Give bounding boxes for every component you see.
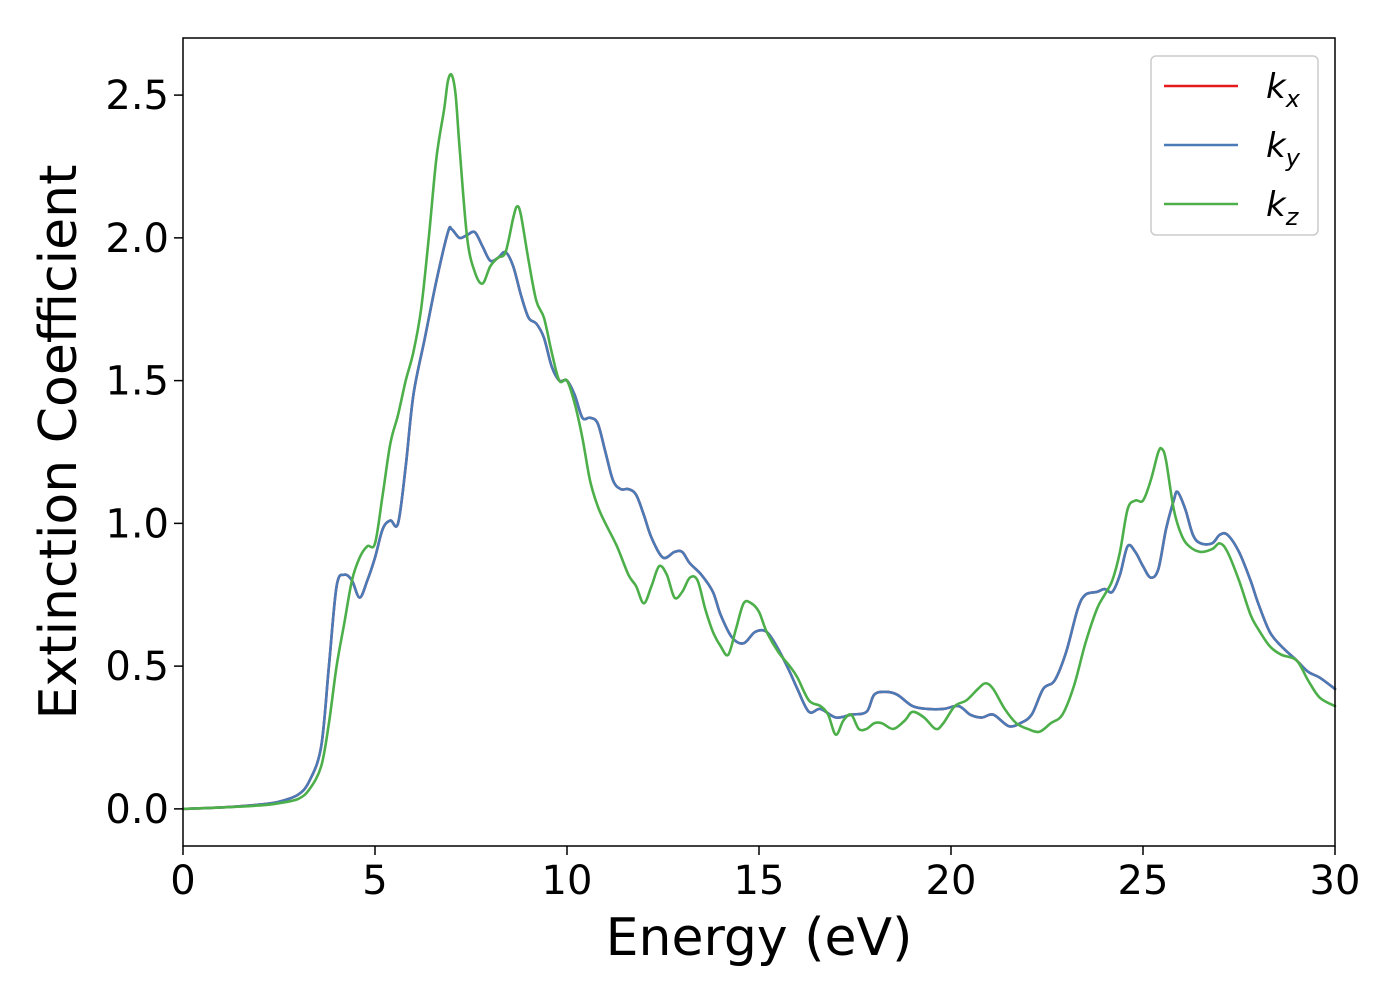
legend-label-subscript: x (1285, 85, 1301, 113)
x-tick-label: 0 (170, 858, 195, 904)
legend-label-x: kx (1266, 67, 1301, 113)
y-tick-label: 0.5 (105, 644, 169, 690)
plot-area (183, 38, 1335, 846)
legend-label-z: kz (1266, 185, 1300, 231)
series-line-k-z (181, 72, 1337, 811)
legend-label-subscript: y (1285, 144, 1301, 172)
legend-label-main: k (1266, 126, 1287, 166)
legend-label-main: k (1266, 185, 1287, 225)
y-tick-label: 2.0 (105, 216, 169, 262)
y-tick-label: 1.0 (105, 501, 169, 547)
x-tick-label: 5 (362, 858, 387, 904)
legend-label-subscript: z (1285, 203, 1300, 231)
x-tick-label: 15 (734, 858, 785, 904)
series-line-k-y (181, 225, 1337, 811)
legend-label-y: ky (1266, 126, 1301, 172)
x-tick-label: 10 (542, 858, 593, 904)
y-axis: 0.0 0.5 1.0 1.5 2.0 2.5 (105, 73, 183, 833)
x-tick-label: 30 (1310, 858, 1361, 904)
series-layer (181, 72, 1337, 811)
x-tick-label: 25 (1118, 858, 1169, 904)
y-tick-label: 1.5 (105, 359, 169, 405)
legend-label-main: k (1266, 67, 1287, 107)
y-axis-title: Extinction Coefficient (29, 165, 89, 720)
x-axis: 0 5 10 15 20 25 30 (170, 846, 1360, 904)
x-axis-title: Energy (eV) (606, 908, 913, 968)
x-tick-label: 20 (926, 858, 977, 904)
y-tick-label: 0.0 (105, 787, 169, 833)
y-tick-label: 2.5 (105, 73, 169, 119)
